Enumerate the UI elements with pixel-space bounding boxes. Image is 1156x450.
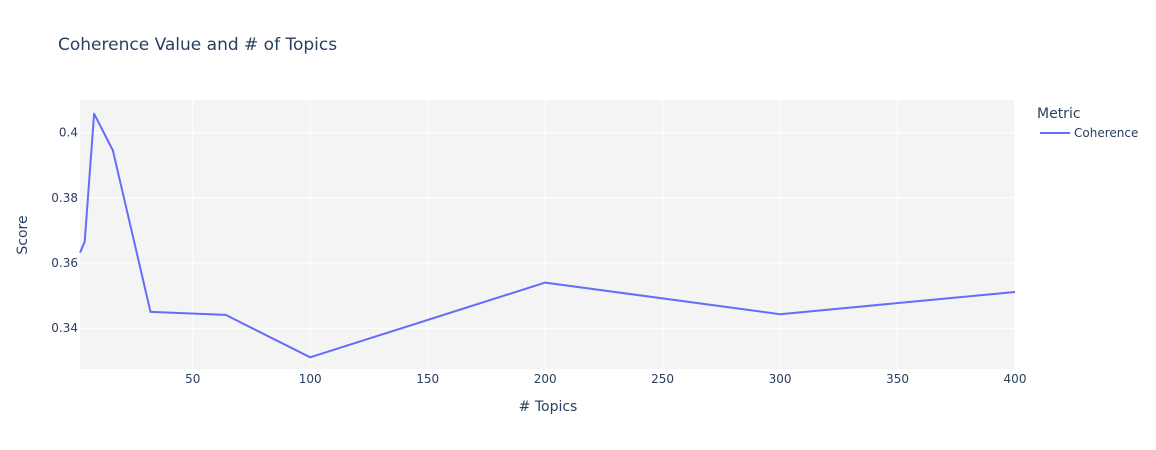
y-tick-labels: 0.34 0.36 0.38 0.4 [51,126,78,336]
plot-area [80,100,1015,369]
x-tick-labels: 50 100 150 200 250 300 350 400 [185,372,1026,386]
x-tick-label: 400 [1004,372,1027,386]
y-gridlines [80,132,1015,329]
x-gridlines [192,100,1016,369]
series-line-coherence[interactable] [79,112,1016,359]
x-tick-label: 200 [534,372,557,386]
chart-title: Coherence Value and # of Topics [58,35,337,55]
legend-item-coherence[interactable]: Coherence [1040,126,1138,140]
legend: Metric Coherence [1037,106,1138,140]
y-tick-label: 0.34 [51,321,78,335]
y-tick-label: 0.38 [51,191,78,205]
x-axis-title: # Topics [519,399,578,415]
x-tick-label: 350 [886,372,909,386]
legend-label: Coherence [1074,126,1138,140]
x-tick-label: 150 [416,372,439,386]
series-layer [79,112,1016,359]
x-tick-label: 100 [299,372,322,386]
x-tick-label: 300 [769,372,792,386]
legend-title: Metric [1037,106,1081,122]
y-tick-label: 0.4 [59,126,78,140]
x-tick-label: 250 [651,372,674,386]
y-tick-label: 0.36 [51,256,78,270]
x-tick-label: 50 [185,372,200,386]
y-axis-title: Score [15,215,31,254]
